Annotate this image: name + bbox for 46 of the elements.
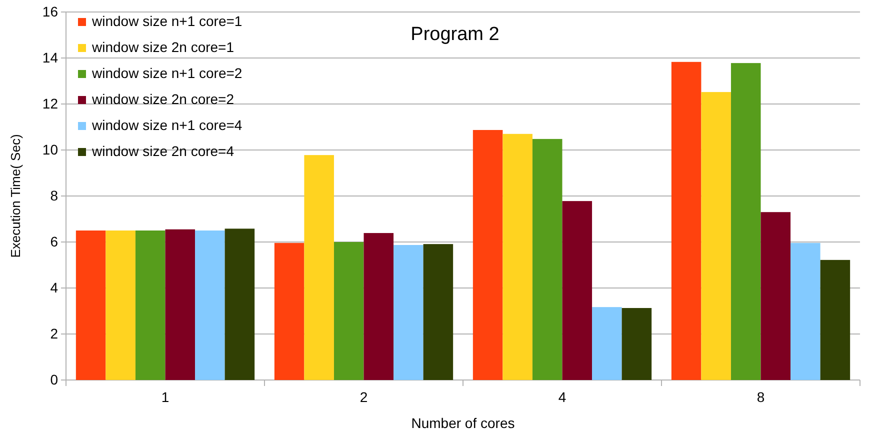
y-tick-label: 12 xyxy=(42,95,58,112)
y-tick-label: 0 xyxy=(50,371,58,388)
bar xyxy=(334,242,364,380)
x-tick-label: 8 xyxy=(756,388,765,405)
y-axis-title: Execution Time( Sec) xyxy=(8,134,23,258)
bar xyxy=(472,130,503,380)
y-tick-label: 14 xyxy=(42,49,58,66)
y-tick-label: 10 xyxy=(42,141,58,158)
legend-label: window size 2n core=4 xyxy=(91,143,234,159)
bar xyxy=(622,308,652,380)
legend-label: window size n+1 core=2 xyxy=(91,65,242,81)
x-tick-label: 1 xyxy=(161,388,170,405)
bar xyxy=(106,230,136,380)
y-tick-label: 6 xyxy=(50,233,58,250)
y-tick-label: 2 xyxy=(50,325,58,342)
bar xyxy=(592,307,622,380)
bar xyxy=(195,230,225,380)
bar xyxy=(760,212,791,380)
legend-label: window size n+1 core=1 xyxy=(91,13,242,29)
bar xyxy=(135,230,166,380)
bar xyxy=(304,155,334,380)
bar xyxy=(820,260,850,380)
x-tick-label: 4 xyxy=(558,388,566,405)
legend-label: window size 2n core=1 xyxy=(91,39,234,55)
x-axis-title: Number of cores xyxy=(411,415,515,431)
bar xyxy=(165,229,196,380)
y-tick-label: 8 xyxy=(50,187,58,204)
y-tick-label: 4 xyxy=(50,279,58,296)
bar xyxy=(394,244,424,380)
bar xyxy=(562,201,592,380)
x-tick-label: 2 xyxy=(360,388,368,405)
bar xyxy=(730,63,761,380)
legend-label: window size n+1 core=4 xyxy=(91,117,242,133)
bar xyxy=(701,92,731,380)
bar xyxy=(224,228,255,380)
bar xyxy=(364,233,394,380)
bar xyxy=(502,134,532,380)
bar xyxy=(423,244,454,380)
legend-label: window size 2n core=2 xyxy=(91,91,234,107)
text: Program 2 xyxy=(410,24,500,45)
bar xyxy=(274,242,304,380)
bar xyxy=(671,62,702,380)
bar xyxy=(790,242,820,380)
y-tick-label: 16 xyxy=(42,3,58,20)
bar xyxy=(532,138,562,380)
bar xyxy=(76,230,106,380)
